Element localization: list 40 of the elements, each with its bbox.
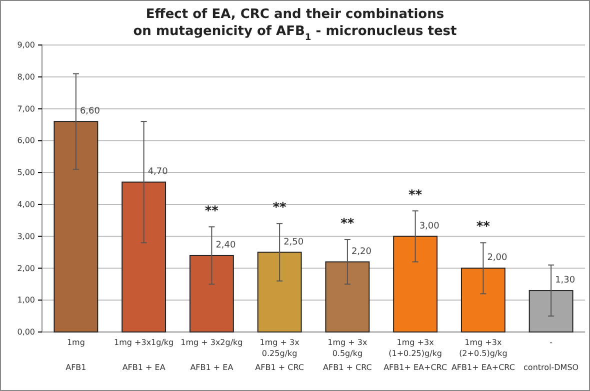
data-label: 2,50	[284, 237, 304, 248]
chart-title: Effect of EA, CRC and their combinations on mutagenicity of AFB$_{1}$ - micronucleus test	[133, 7, 457, 43]
annotation: **	[408, 188, 422, 203]
y-tick-label: 8,00	[17, 72, 35, 82]
category-label: - control-DMSO	[524, 338, 579, 372]
x-tick-label: 1mg +3x (1+0.25)g/kg AFB1+ EA+CRC	[384, 338, 448, 372]
y-tick-label: 5,00	[17, 168, 35, 178]
bar	[122, 182, 166, 332]
bar	[257, 252, 302, 332]
y-tick-label: 7,00	[17, 104, 35, 114]
y-tick-label: 1,00	[17, 296, 35, 305]
bar	[325, 261, 370, 332]
data-label: 2,20	[351, 246, 372, 257]
data-label: 4,70	[148, 167, 168, 178]
y-tick-label: 0,00	[17, 328, 35, 337]
data-label: 1,30	[555, 276, 576, 286]
x-tick-label: 1mg + 3x 0.25g/kg AFB1 + CRC	[255, 338, 304, 372]
category-label: 1mg + 3x2g/kg AFB1 + EA	[180, 338, 243, 372]
data-label: 3,00	[419, 221, 440, 232]
bar	[393, 236, 438, 332]
y-tick-label: 3,00	[17, 232, 35, 241]
annotation: **	[272, 200, 287, 216]
data-label: 2,40	[216, 240, 236, 250]
data-label: 2,00	[487, 253, 508, 264]
annotation: **	[204, 204, 219, 219]
y-tick-label: 4,00	[17, 200, 35, 210]
y-tick-label: 9,00	[17, 40, 35, 50]
x-tick-label: 1mg + 3x 0.5g/kg AFB1 + CRC	[323, 338, 372, 372]
category-label: 1mg AFB1	[66, 338, 86, 372]
bar	[189, 254, 234, 332]
data-label: 6,60	[80, 106, 100, 117]
annotation: **	[476, 220, 490, 235]
y-tick-label: 2,00	[17, 264, 35, 273]
x-tick-label: 1mg +3x (2+0.5)g/kg AFB1+ EA+CRC	[451, 338, 516, 372]
y-tick-label: 6,00	[17, 136, 35, 146]
annotation: **	[340, 216, 354, 232]
bar	[54, 121, 98, 332]
category-label: 1mg +3x1g/kg AFB1 + EA	[114, 338, 174, 372]
bar	[460, 268, 506, 332]
bar	[528, 290, 574, 332]
